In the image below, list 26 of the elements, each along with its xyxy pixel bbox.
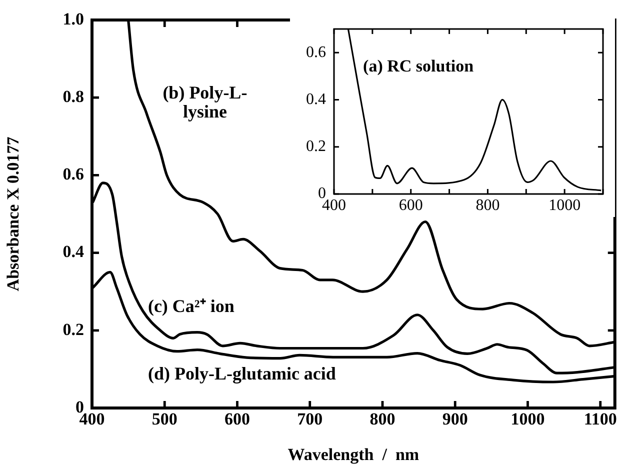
series-label: (c) Ca²⁺ ion <box>148 296 234 316</box>
x-tick-label: 600 <box>224 410 250 429</box>
x-tick-label: 500 <box>152 410 178 429</box>
y-tick-label: 0.2 <box>62 320 84 339</box>
series-label: (a) RC solution <box>363 56 474 76</box>
x-tick-label: 1000 <box>510 410 545 429</box>
series-label: (d) Poly-L-glutamic acid <box>148 364 336 384</box>
y-tick-label: 1.0 <box>62 9 84 28</box>
y-tick-label: 0 <box>76 397 84 416</box>
y-tick-label: 0.8 <box>62 86 84 106</box>
x-axis-title: Wavelength / nm <box>288 445 420 464</box>
y-tick-label: 0.6 <box>306 44 326 61</box>
x-tick-label: 600 <box>398 196 423 214</box>
y-tick-label: 0 <box>318 185 326 202</box>
series-label: (b) Poly-L-lysine <box>162 82 248 122</box>
y-tick-label: 0.4 <box>62 242 84 262</box>
y-axis-title: Absorbance X 0.0177 <box>4 136 23 292</box>
y-tick-label: 0.6 <box>62 164 84 184</box>
x-tick-label: 900 <box>442 410 468 429</box>
y-tick-label: 0.4 <box>306 90 326 108</box>
x-tick-label: 700 <box>297 410 323 429</box>
x-tick-label: 1100 <box>584 410 617 429</box>
y-tick-label: 0.2 <box>306 138 326 156</box>
x-tick-label: 800 <box>370 410 396 429</box>
x-tick-label: 1000 <box>548 196 581 214</box>
x-tick-label: 800 <box>476 196 500 214</box>
